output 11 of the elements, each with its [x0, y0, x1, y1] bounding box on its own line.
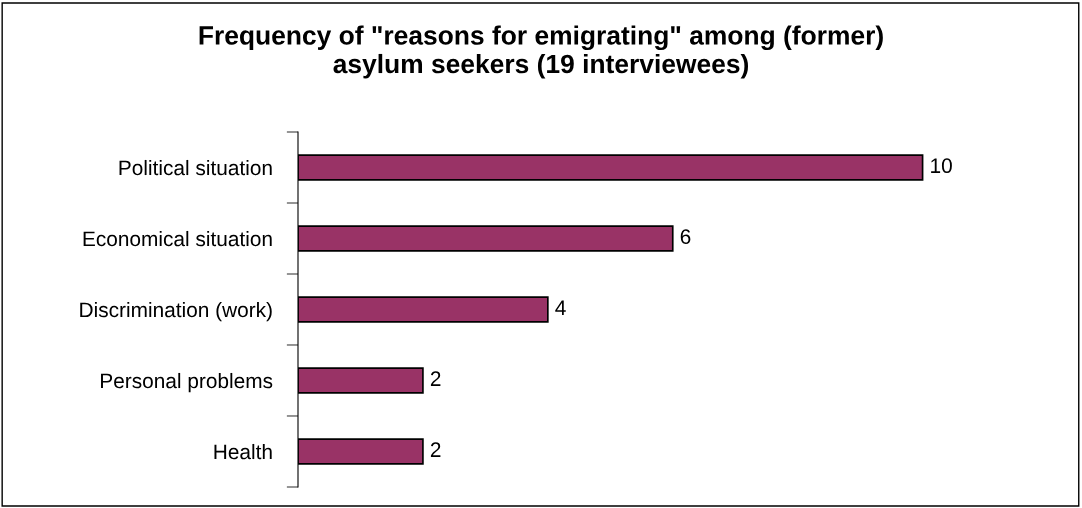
y-tick-label: Political situation	[119, 159, 272, 176]
y-tick-label: Health	[214, 443, 272, 460]
chart-title: Frequency of "reasons for emigrating" among (former) asylum seekers (19 interviewees)	[199, 25, 883, 79]
y-tick-label: Economical situation	[83, 230, 272, 247]
data-label: 2	[430, 371, 441, 386]
y-tick-label: Discrimination (work)	[80, 301, 272, 322]
data-label: 2	[430, 442, 441, 457]
data-label: 6	[680, 229, 691, 245]
data-label: 10	[931, 158, 952, 174]
data-label: 4	[555, 300, 566, 315]
y-tick-label: Personal problems	[101, 372, 273, 393]
